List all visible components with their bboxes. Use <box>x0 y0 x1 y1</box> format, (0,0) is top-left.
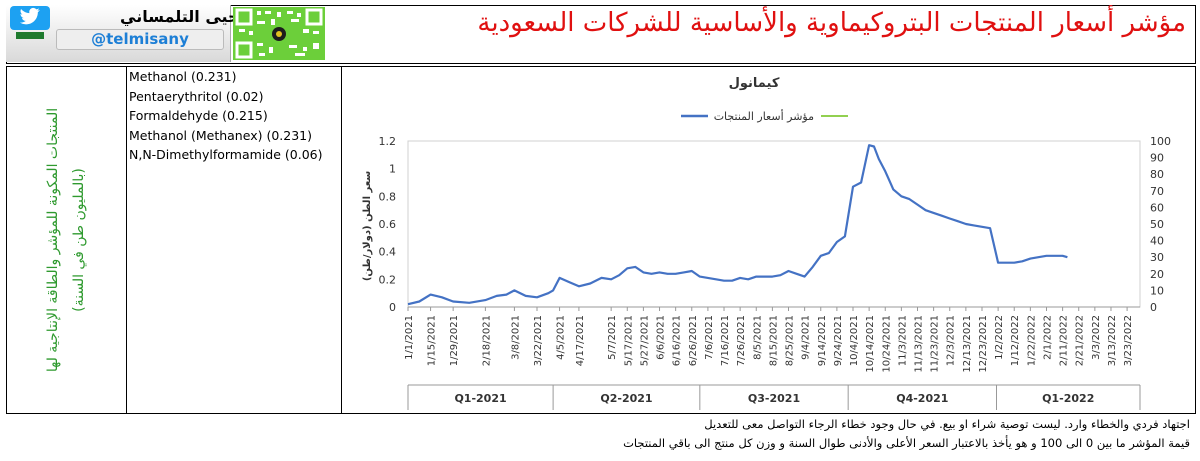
quarter-label: Q2-2021 <box>600 392 652 405</box>
x-tick-label: 7/16/2021 <box>720 315 731 366</box>
y2-tick-label: 50 <box>1150 218 1164 231</box>
y-tick-label: 0.6 <box>379 218 397 231</box>
x-tick-label: 1/12/2022 <box>1010 315 1021 366</box>
y-tick-label: 0.8 <box>379 190 397 203</box>
x-tick-label: 8/25/2021 <box>785 315 796 366</box>
list-item: Methanol (Methanex) (0.231) <box>129 128 312 143</box>
x-tick-label: 2/18/2021 <box>481 315 492 366</box>
disclaimer-text: اجتهاد فردي والخطاء وارد. ليست توصية شرا… <box>704 417 1190 431</box>
x-tick-label: 11/23/2021 <box>930 315 941 373</box>
x-tick-label: 9/24/2021 <box>833 315 844 366</box>
x-tick-label: 3/22/2021 <box>533 315 544 366</box>
y-tick-label: 0 <box>389 301 396 314</box>
quarter-label: Q1-2021 <box>454 392 506 405</box>
y2-tick-label: 30 <box>1150 251 1164 264</box>
y-tick-label: 0.2 <box>379 273 397 286</box>
quarter-label: Q4-2021 <box>896 392 948 405</box>
y2-axis-ticks: 0 10 20 30 40 50 60 70 80 90 100 <box>1150 135 1171 314</box>
y2-tick-label: 20 <box>1150 268 1164 281</box>
chart-frame <box>341 66 1196 414</box>
list-item: Formaldehyde (0.215) <box>129 108 268 123</box>
y-axis-ticks: 0 0.2 0.4 0.6 0.8 1 1.2 <box>379 135 397 314</box>
y2-tick-label: 10 <box>1150 284 1164 297</box>
x-tick-label: 6/26/2021 <box>688 315 699 366</box>
x-tick-label: 11/13/2021 <box>913 315 924 373</box>
legend-label: مؤشر أسعار المنتجات <box>714 109 814 123</box>
list-item: Methanol (0.231) <box>129 69 237 84</box>
x-tick-label: 9/4/2021 <box>801 315 812 360</box>
x-tick-label: 2/1/2022 <box>1042 315 1053 360</box>
x-tick-label: 8/5/2021 <box>752 315 763 360</box>
x-axis-ticks: 1/1/2021 1/15/2021 1/29/2021 2/18/2021 3/8/2… <box>404 307 1134 373</box>
y-tick-label: 0.4 <box>379 246 397 259</box>
list-item: N,N-Dimethylformamide (0.06) <box>129 147 323 162</box>
x-tick-label: 5/17/2021 <box>623 315 634 366</box>
x-tick-label: 3/13/2022 <box>1107 315 1118 366</box>
plot-area <box>407 140 1141 308</box>
x-tick-label: 12/13/2021 <box>962 315 973 373</box>
x-tick-label: 1/15/2021 <box>427 315 438 366</box>
x-tick-label: 6/6/2021 <box>656 315 667 360</box>
x-tick-label: 12/3/2021 <box>946 315 957 366</box>
quarter-label: Q1-2022 <box>1042 392 1094 405</box>
axes <box>407 140 1141 308</box>
series-line <box>407 144 1068 306</box>
y2-tick-label: 100 <box>1150 135 1171 148</box>
y-tick-label: 1 <box>389 163 396 176</box>
x-tick-label: 8/15/2021 <box>768 315 779 366</box>
x-tick-label: 9/14/2021 <box>817 315 828 366</box>
legend: مؤشر أسعار المنتجات <box>681 109 848 123</box>
quarter-label: Q3-2021 <box>748 392 800 405</box>
x-tick-label: 2/21/2022 <box>1075 315 1086 366</box>
x-tick-label: 3/3/2022 <box>1091 315 1102 360</box>
page-title: مؤشر أسعار المنتجات البتروكيماوية والأسا… <box>477 8 1186 38</box>
x-tick-label: 10/14/2021 <box>865 315 876 373</box>
x-tick-label: 5/7/2021 <box>607 315 618 360</box>
x-tick-label: 2/11/2022 <box>1059 315 1070 366</box>
x-tick-label: 4/17/2021 <box>575 315 586 366</box>
saudi-flag-icon <box>16 32 44 39</box>
quarter-labels: Q1-2021 Q2-2021 Q3-2021 Q4-2021 Q1-2022 <box>407 384 1141 410</box>
x-tick-label: 7/6/2021 <box>704 315 715 360</box>
x-tick-label: 1/22/2022 <box>1026 315 1037 366</box>
y2-tick-label: 40 <box>1150 235 1164 248</box>
twitter-bird-icon <box>10 6 50 39</box>
author-name: يحيى التلمساني <box>120 7 246 26</box>
x-tick-label: 11/3/2021 <box>897 315 908 366</box>
x-tick-label: 3/23/2022 <box>1123 315 1134 366</box>
line-chart: كيمانول مؤشر أسعار المنتجات سعر الطن (دو… <box>362 76 1171 410</box>
qr-code-icon <box>233 7 325 60</box>
x-tick-label: 1/29/2021 <box>449 315 460 366</box>
x-tick-label: 3/8/2021 <box>510 315 521 360</box>
y-axis-label: سعر الطن (دولار/طن) <box>362 171 373 282</box>
author-handle[interactable]: @telmisany <box>56 29 224 50</box>
list-item: Pentaerythritol (0.02) <box>129 89 264 104</box>
side-note: المنتجات المكونة للمؤشر والطاقة الإنتاجي… <box>45 107 87 373</box>
x-tick-label: 7/26/2021 <box>736 315 747 366</box>
y2-tick-label: 60 <box>1150 201 1164 214</box>
x-tick-label: 12/23/2021 <box>978 315 989 373</box>
series-layer <box>407 144 1068 306</box>
x-tick-label: 10/4/2021 <box>849 315 860 366</box>
x-tick-label: 6/16/2021 <box>672 315 683 366</box>
x-tick-label: 5/27/2021 <box>639 315 650 366</box>
x-tick-label: 4/5/2021 <box>556 315 567 360</box>
index-note-text: قيمة المؤشر ما بين 0 الى 100 و هو يأخذ ب… <box>623 436 1190 450</box>
x-tick-label: 1/2/2022 <box>994 315 1005 360</box>
y2-tick-label: 70 <box>1150 185 1164 198</box>
x-tick-label: 1/1/2021 <box>404 315 415 360</box>
y2-tick-label: 80 <box>1150 168 1164 181</box>
y-tick-label: 1.2 <box>379 135 397 148</box>
y2-tick-label: 0 <box>1150 301 1157 314</box>
x-tick-label: 10/24/2021 <box>881 315 892 373</box>
chart-title: كيمانول <box>729 76 780 91</box>
y2-tick-label: 90 <box>1150 152 1164 165</box>
